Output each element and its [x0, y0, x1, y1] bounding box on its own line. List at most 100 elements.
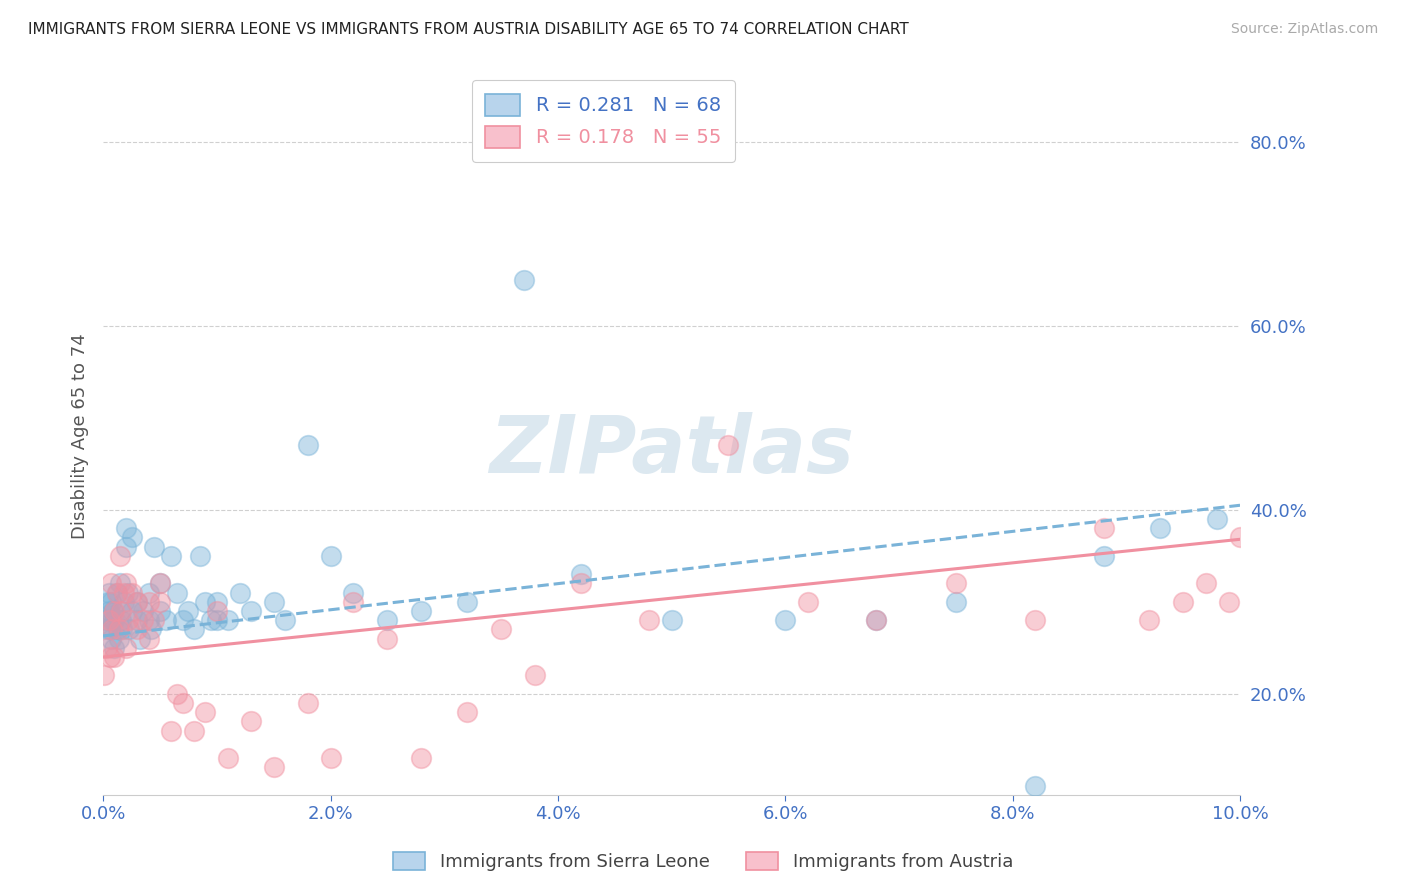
Point [263, 760, 285, 774]
Point [108, 604, 131, 618]
Point [319, 751, 342, 765]
Point [138, 632, 160, 646]
Point [138, 585, 160, 599]
Point [103, 604, 125, 618]
Point [127, 595, 149, 609]
Point [1173, 595, 1195, 609]
Point [110, 613, 132, 627]
Point [797, 595, 820, 609]
Point [217, 751, 239, 765]
Point [97, 604, 120, 618]
Point [155, 613, 177, 627]
Point [100, 595, 122, 609]
Point [411, 751, 433, 765]
Point [93, 668, 115, 682]
Point [127, 595, 149, 609]
Point [149, 576, 172, 591]
Point [121, 531, 143, 545]
Point [132, 613, 155, 627]
Point [205, 613, 228, 627]
Point [166, 585, 188, 599]
Point [183, 623, 205, 637]
Point [96, 640, 118, 655]
Point [513, 273, 536, 287]
Point [217, 613, 239, 627]
Point [117, 585, 139, 599]
Point [205, 595, 228, 609]
Point [105, 585, 128, 599]
Legend: R = 0.281   N = 68, R = 0.178   N = 55: R = 0.281 N = 68, R = 0.178 N = 55 [472, 80, 735, 161]
Point [97, 585, 120, 599]
Point [411, 604, 433, 618]
Point [103, 613, 125, 627]
Point [1137, 613, 1160, 627]
Point [100, 632, 122, 646]
Point [274, 613, 297, 627]
Point [103, 640, 125, 655]
Point [1024, 779, 1046, 793]
Point [775, 613, 797, 627]
Point [342, 585, 364, 599]
Point [149, 576, 172, 591]
Point [97, 613, 120, 627]
Point [138, 595, 160, 609]
Point [239, 604, 262, 618]
Point [127, 613, 149, 627]
Point [118, 623, 141, 637]
Point [1149, 521, 1171, 535]
Point [319, 549, 342, 563]
Point [103, 650, 125, 665]
Point [456, 595, 478, 609]
Point [117, 613, 139, 627]
Point [377, 613, 399, 627]
Text: Source: ZipAtlas.com: Source: ZipAtlas.com [1230, 22, 1378, 37]
Point [717, 438, 740, 452]
Point [377, 632, 399, 646]
Point [108, 549, 131, 563]
Point [569, 576, 592, 591]
Point [489, 623, 512, 637]
Point [205, 604, 228, 618]
Y-axis label: Disability Age 65 to 74: Disability Age 65 to 74 [72, 334, 89, 539]
Point [160, 549, 183, 563]
Point [177, 604, 200, 618]
Point [297, 438, 319, 452]
Text: IMMIGRANTS FROM SIERRA LEONE VS IMMIGRANTS FROM AUSTRIA DISABILITY AGE 65 TO 74 : IMMIGRANTS FROM SIERRA LEONE VS IMMIGRAN… [28, 22, 908, 37]
Point [138, 613, 160, 627]
Point [194, 595, 217, 609]
Point [112, 595, 135, 609]
Point [297, 696, 319, 710]
Point [94, 613, 117, 627]
Point [128, 632, 150, 646]
Point [101, 623, 124, 637]
Point [188, 549, 211, 563]
Text: ZIPatlas: ZIPatlas [489, 411, 853, 490]
Point [172, 613, 194, 627]
Point [183, 723, 205, 738]
Legend: Immigrants from Sierra Leone, Immigrants from Austria: Immigrants from Sierra Leone, Immigrants… [385, 845, 1021, 879]
Point [103, 604, 125, 618]
Point [139, 623, 162, 637]
Point [98, 650, 121, 665]
Point [97, 595, 120, 609]
Point [111, 623, 134, 637]
Point [200, 613, 222, 627]
Point [115, 576, 138, 591]
Point [112, 585, 135, 599]
Point [1218, 595, 1240, 609]
Point [143, 613, 166, 627]
Point [342, 595, 364, 609]
Point [1229, 531, 1251, 545]
Point [239, 714, 262, 729]
Point [524, 668, 547, 682]
Point [149, 604, 172, 618]
Point [115, 540, 138, 554]
Point [456, 705, 478, 719]
Point [569, 567, 592, 582]
Point [149, 595, 172, 609]
Point [98, 623, 121, 637]
Point [132, 604, 155, 618]
Point [945, 576, 967, 591]
Point [1195, 576, 1218, 591]
Point [108, 576, 131, 591]
